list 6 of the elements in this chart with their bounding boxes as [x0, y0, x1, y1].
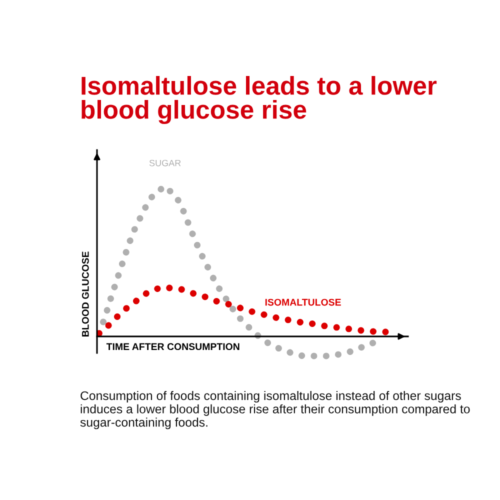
series-label: ISOMALTULOSE	[265, 298, 341, 306]
x-axis-title: TIME AFTER CONSUMPTION	[106, 343, 240, 350]
text: Consumption of foods containing isomaltulose instead of other sugars induces a lower blood glucose rise after their consumption compared to sugar-containing foods.	[80, 391, 470, 430]
y-axis-title: BLOOD GLUCOSE	[82, 252, 89, 336]
text: SUGAR	[149, 160, 181, 166]
chart-title: Isomaltulose leads to a lower blood glucose rise	[82, 76, 437, 124]
